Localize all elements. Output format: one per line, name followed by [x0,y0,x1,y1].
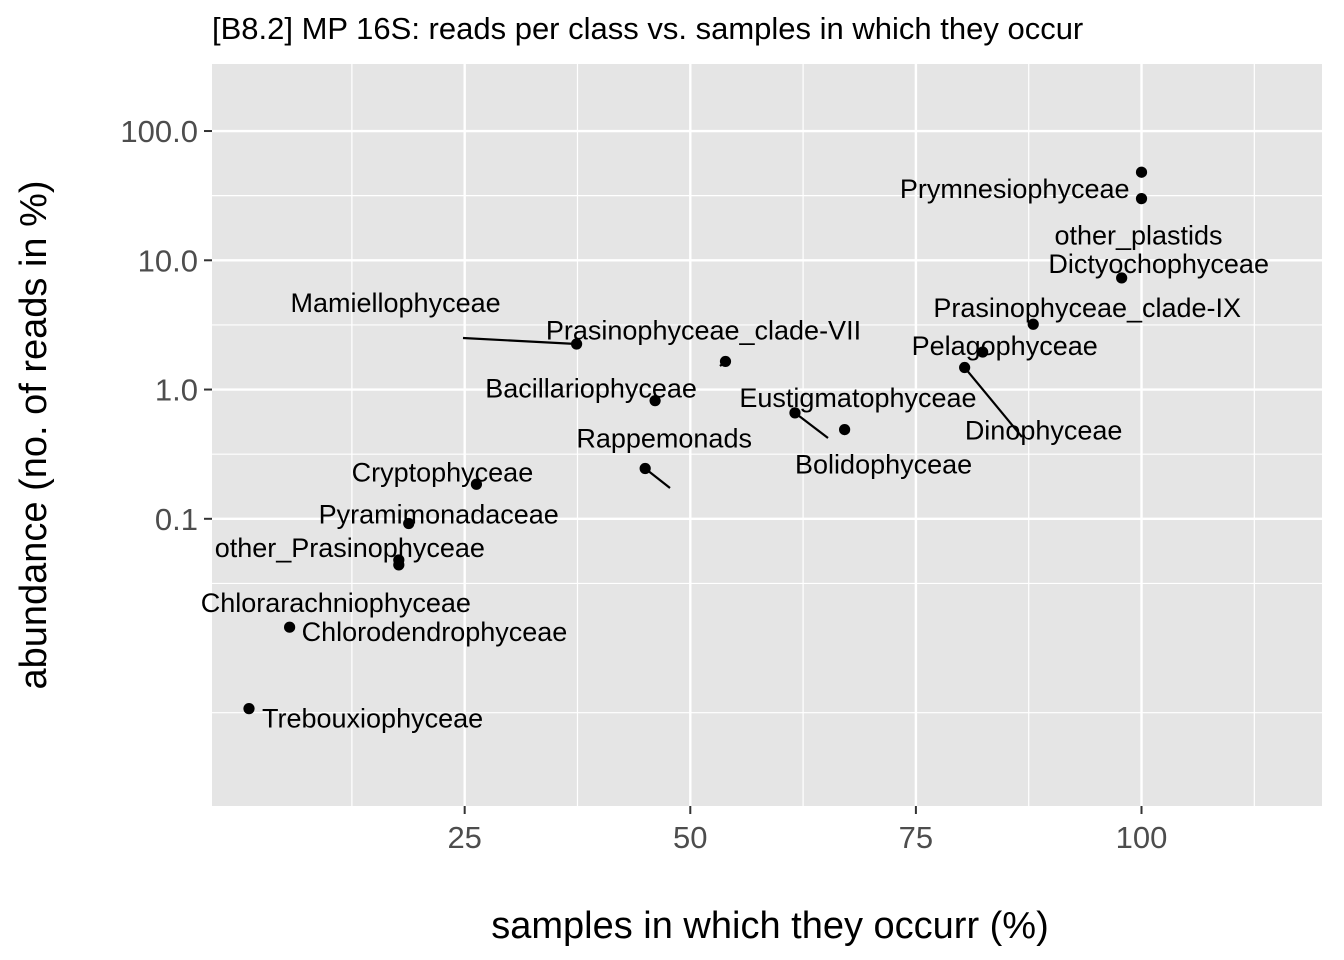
data-point [959,361,971,374]
x-tick-label: 75 [899,820,933,855]
data-point [649,395,661,407]
data-point [1135,166,1148,178]
leader-line [462,336,577,346]
point-label: Bacillariophyceae [485,374,697,404]
data-point [284,621,296,633]
data-point [639,462,651,475]
y-tick-label: 1.0 [155,373,198,408]
major-gridlines [212,64,1322,806]
data-point [403,517,415,530]
data-point [719,355,732,368]
point-label: Trebouxiophyceae [262,704,483,734]
point-labels: Prymnesiophyceae other_plastidsDictyochop… [201,174,1269,733]
data-point [839,423,851,436]
point-label: Dinophyceae [965,416,1123,446]
point-label: other_Prasinophyceae [215,533,485,563]
point-label: Mamiellophyceae [291,288,501,318]
axis-ticks [204,130,1143,814]
point-label: Prasinophyceae_clade-VII [546,315,861,345]
data-point [1027,318,1039,330]
y-axis-title: abundance (no. of reads in %) [13,180,55,689]
y-tick-label: 0.1 [155,502,198,537]
x-tick-label: 25 [447,820,481,855]
point-label: Bolidophyceae [795,450,972,480]
data-point [243,703,255,715]
data-point [393,559,405,571]
data-point [570,338,583,350]
data-point [789,407,801,419]
data-point [470,478,483,490]
point-label: Chlorarachniophyceae [201,588,471,618]
y-tick-label: 10.0 [138,243,198,278]
y-tick-label: 100.0 [120,114,198,149]
point-label: other_plastids [1054,221,1222,251]
point-label: Prymnesiophyceae [900,174,1130,204]
point-label: Pyramimonadaceae [319,499,559,529]
point-label: Dictyochophyceae [1048,249,1269,279]
x-tick-label: 100 [1116,820,1168,855]
x-axis-title: samples in which they occurr (%) [491,905,1049,947]
point-label: Pelagophyceae [912,331,1098,361]
leader-line [963,366,1023,438]
x-tick-label: 50 [673,820,707,855]
data-points [243,166,1148,715]
point-label: Cryptophyceae [352,457,534,487]
data-point [977,346,989,358]
plot-panel [212,64,1322,806]
point-label: Prasinophyceae_clade-IX [933,293,1241,323]
point-label: Chlorodendrophyceae [302,617,568,647]
point-label: Rappemonads [576,423,752,453]
point-label: Eustigmatophyceae [739,383,976,413]
chart-title: [B8.2] MP 16S: reads per class vs. sampl… [212,11,1083,46]
data-point [1116,272,1128,284]
leader-line [794,411,829,439]
data-point [1135,193,1148,205]
tick-labels: 25 50 75 100 0.1 1.0 10.0 100.0 [120,114,1167,855]
